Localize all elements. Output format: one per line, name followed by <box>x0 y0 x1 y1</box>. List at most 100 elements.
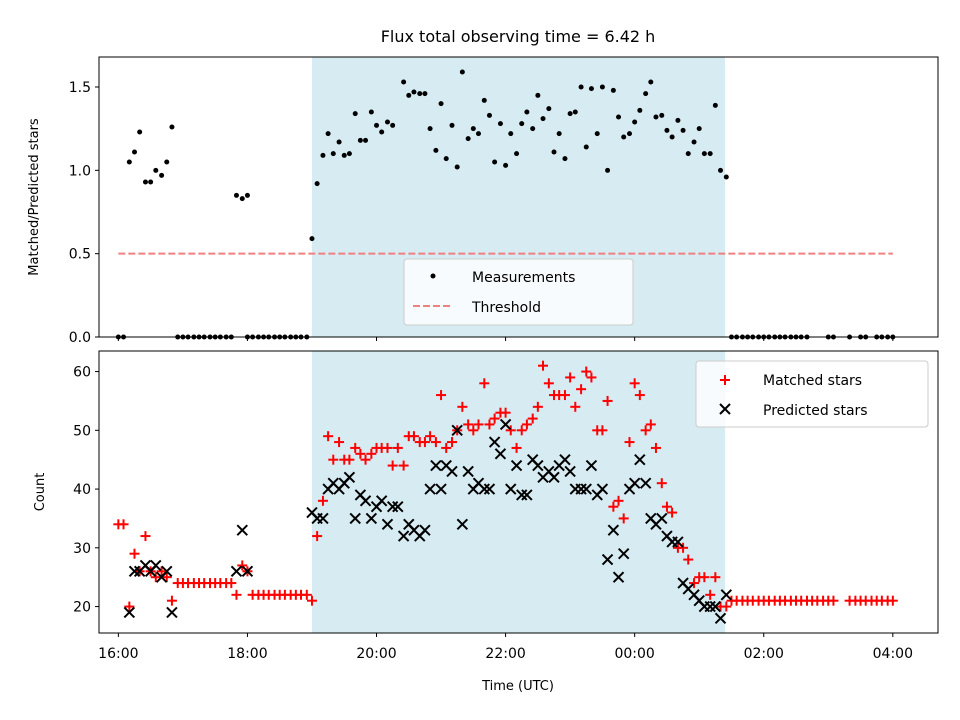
measurement-point <box>648 79 654 85</box>
matched-star-point <box>511 442 522 453</box>
predicted-star-point <box>559 453 571 466</box>
measurement-point <box>669 134 675 140</box>
measurement-point <box>643 91 649 97</box>
matched-star-point <box>430 437 441 448</box>
matched-star-point <box>699 572 710 583</box>
measurement-point <box>583 144 589 150</box>
matched-star-point <box>301 589 312 600</box>
measurement-point <box>632 119 638 125</box>
measurement-point <box>153 167 159 173</box>
legend-matched-label: Matched stars <box>763 373 862 389</box>
measurement-point <box>546 106 552 112</box>
measurement-point <box>465 136 471 142</box>
predicted-star-point <box>478 483 491 495</box>
measurement-point <box>524 109 530 115</box>
matched-star-point <box>419 437 430 448</box>
matched-star-point <box>312 531 323 542</box>
predicted-star-point <box>451 424 463 437</box>
matched-star-point <box>129 548 140 559</box>
matched-star-point <box>608 501 619 512</box>
predicted-star-point <box>672 536 684 548</box>
matched-star-point <box>355 448 366 459</box>
measurement-point <box>233 192 239 198</box>
matched-star-point <box>150 572 161 583</box>
predicted-star-point <box>462 465 474 478</box>
measurement-point <box>137 129 143 135</box>
matched-star-point <box>586 372 597 383</box>
chart-title: Flux total observing time = 6.42 h <box>381 27 656 46</box>
predicted-star-point <box>585 459 598 472</box>
matched-star-point <box>392 442 403 453</box>
measurement-point <box>390 122 396 128</box>
measurement-point <box>443 156 449 162</box>
matched-star-point <box>468 425 479 436</box>
matched-star-point <box>484 419 495 430</box>
predicted-star-point <box>381 518 394 531</box>
measurement-point <box>363 137 369 143</box>
measurement-point <box>320 152 326 158</box>
count-y-axis-label: Count <box>33 473 48 512</box>
measurement-point <box>701 151 707 157</box>
matched-star-point <box>479 378 490 389</box>
matched-star-point <box>166 595 177 606</box>
measurement-point <box>427 126 433 132</box>
matched-star-point <box>505 425 516 436</box>
measurement-point <box>126 159 132 165</box>
measurement-point <box>514 151 520 157</box>
measurement-point <box>401 79 407 85</box>
matched-star-point <box>705 589 716 600</box>
ratio-legend-box <box>403 258 634 326</box>
count-axes-frame <box>98 350 939 634</box>
measurement-point <box>325 131 331 137</box>
measurement-point <box>330 151 336 157</box>
matched-star-point <box>408 431 419 442</box>
measurement-point <box>659 112 665 118</box>
x-tick-label: 02:00 <box>744 646 784 662</box>
matched-star-point <box>667 507 678 518</box>
matched-star-point <box>463 419 474 430</box>
x-tick-label: 00:00 <box>614 646 654 662</box>
measurement-point <box>379 129 385 135</box>
measurement-point <box>475 131 481 137</box>
matched-star-point <box>360 454 371 465</box>
predicted-star-point <box>548 471 560 484</box>
matched-star-point <box>613 495 624 506</box>
x-tick-label: 16:00 <box>98 646 138 662</box>
matched-star-point <box>576 384 587 395</box>
predicted-star-point <box>166 606 178 619</box>
predicted-star-point <box>397 530 410 542</box>
matched-star-point <box>328 454 339 465</box>
matched-star-point <box>887 595 898 606</box>
matched-star-point <box>661 501 672 512</box>
ratio-y-tick-label: 1.0 <box>69 163 91 179</box>
count-y-tick-label: 40 <box>73 482 91 498</box>
matched-star-point <box>640 425 651 436</box>
measurement-point <box>637 107 643 113</box>
predicted-star-point <box>612 571 625 583</box>
predicted-star-point <box>601 553 614 566</box>
predicted-star-point <box>617 547 630 560</box>
predicted-star-point <box>634 453 646 466</box>
ratio-marks <box>115 69 896 340</box>
measurement-point <box>459 69 465 75</box>
predicted-star-point <box>720 589 733 601</box>
matched-star-point <box>645 419 656 430</box>
legend-threshold-label: Threshold <box>471 300 541 316</box>
measurement-point <box>567 111 573 117</box>
count-legend: Matched stars Predicted stars <box>695 360 929 428</box>
predicted-star-point <box>424 483 436 495</box>
predicted-star-point <box>521 489 533 501</box>
measurement-point <box>578 84 584 90</box>
matched-star-point <box>118 519 129 530</box>
measurement-point <box>497 121 503 127</box>
matched-star-point <box>527 413 538 424</box>
predicted-star-point <box>656 512 668 525</box>
predicted-star-point <box>516 489 528 501</box>
matched-star-point <box>516 425 527 436</box>
measurement-point <box>346 151 352 157</box>
count-y-tick-label: 20 <box>73 600 91 616</box>
measurement-point <box>696 126 702 132</box>
matched-star-point <box>161 572 172 583</box>
matched-star-point <box>334 437 345 448</box>
